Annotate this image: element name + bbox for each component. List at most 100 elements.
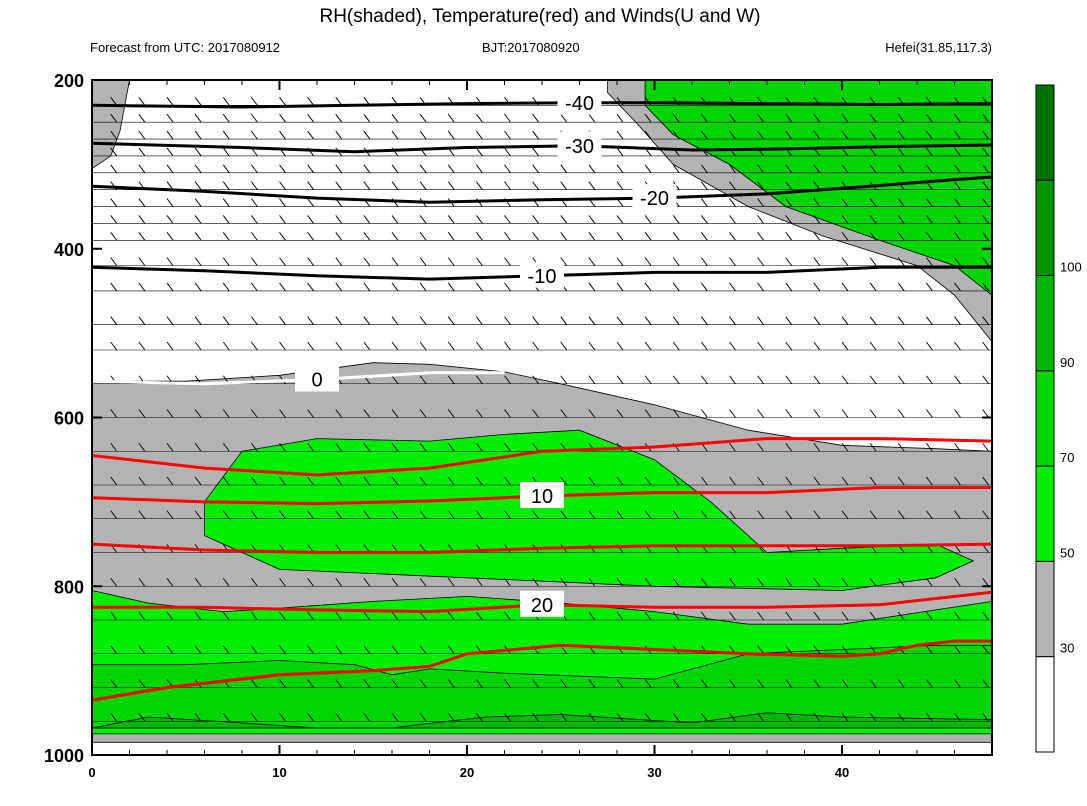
- wind-barb: [701, 282, 708, 292]
- wind-barb: [841, 409, 849, 418]
- wind-barb: [363, 215, 371, 224]
- wind-barb: [166, 257, 174, 266]
- wind-barb: [757, 679, 764, 688]
- wind-row-11: [92, 316, 992, 325]
- wind-barb: [138, 316, 146, 325]
- wind-row-19: [92, 577, 992, 587]
- wind-barb: [869, 712, 877, 722]
- wind-barb: [785, 198, 793, 207]
- wind-barb: [616, 679, 624, 688]
- wind-barb: [476, 510, 483, 520]
- wind-barb: [335, 611, 343, 621]
- wind-barb: [476, 130, 483, 140]
- wind-barb: [194, 164, 202, 174]
- wind-barb: [560, 341, 568, 351]
- wind-barb: [616, 282, 624, 292]
- wind-barb: [954, 198, 961, 207]
- wind-barb: [897, 130, 905, 140]
- wind-barb: [757, 257, 764, 266]
- wind-barb: [897, 282, 905, 292]
- wind-barb: [504, 375, 511, 385]
- wind-barb: [335, 130, 343, 140]
- wind-barb: [532, 215, 539, 224]
- wind-barb: [391, 113, 399, 123]
- wind-barb: [644, 476, 652, 486]
- wind-barb: [307, 164, 314, 174]
- wind-barb: [222, 147, 230, 157]
- wind-barb: [447, 611, 455, 621]
- wind-barb: [672, 130, 680, 140]
- wind-barb: [138, 257, 146, 266]
- wind-barb: [616, 164, 624, 174]
- wind-barb: [869, 341, 877, 351]
- wind-barb: [447, 257, 455, 266]
- wind-barb: [447, 316, 455, 325]
- wind-barb: [532, 147, 539, 157]
- wind-barb: [447, 215, 455, 224]
- wind-barb: [363, 282, 371, 292]
- wind-barb: [588, 113, 596, 123]
- wind-barb: [588, 282, 596, 292]
- wind-barb: [785, 316, 793, 325]
- wind-barb: [644, 113, 652, 123]
- wind-barb: [391, 476, 399, 486]
- wind-barb: [138, 147, 146, 157]
- wind-barb: [616, 232, 624, 241]
- wind-barb: [504, 476, 511, 486]
- wind-barb: [644, 577, 652, 587]
- wind-barb: [194, 147, 202, 157]
- wind-barb: [447, 409, 455, 418]
- wind-barb: [110, 97, 118, 106]
- wind-barb: [701, 577, 708, 587]
- wind-barb: [841, 147, 849, 157]
- wind-barb: [954, 510, 961, 520]
- wind-barb: [504, 282, 511, 292]
- wind-barb: [447, 679, 455, 688]
- wind-barb: [335, 645, 343, 655]
- wind-barb: [954, 232, 961, 241]
- wind-barb: [954, 712, 961, 722]
- wind-barb: [307, 510, 314, 520]
- wind-barb: [194, 645, 202, 655]
- wind-barb: [532, 375, 539, 385]
- wind-barb: [335, 181, 343, 190]
- wind-barb: [616, 130, 624, 140]
- wind-barb: [279, 577, 286, 587]
- wind-barb: [419, 409, 427, 418]
- wind-barb: [363, 257, 371, 266]
- wind-barb: [476, 611, 483, 621]
- wind-barb: [897, 476, 905, 486]
- wind-barb: [110, 232, 118, 241]
- wind-barb: [110, 164, 118, 174]
- wind-barb: [785, 712, 793, 722]
- wind-barb: [532, 712, 539, 722]
- wind-barb: [476, 442, 483, 452]
- wind-barb: [869, 282, 877, 292]
- wind-barb: [504, 679, 511, 688]
- wind-barb: [476, 712, 483, 722]
- wind-barb: [476, 341, 483, 351]
- wind-barb: [138, 198, 146, 207]
- wind-barb: [504, 577, 511, 587]
- wind-barb: [954, 181, 961, 190]
- wind-barb: [222, 611, 230, 621]
- wind-barb: [307, 679, 314, 688]
- wind-barb: [701, 316, 708, 325]
- wind-barb: [476, 232, 483, 241]
- forecast-label: Forecast from UTC: 2017080912: [90, 40, 280, 55]
- wind-barb: [588, 712, 596, 722]
- contour-label-text: 10: [531, 486, 553, 508]
- wind-barb: [307, 198, 314, 207]
- wind-barb: [251, 712, 258, 722]
- wind-barb: [926, 409, 933, 418]
- wind-barb: [729, 712, 736, 722]
- wind-barb: [447, 164, 455, 174]
- wind-barb: [222, 232, 230, 241]
- wind-barb: [532, 442, 539, 452]
- temperature-contour-7: [92, 542, 992, 554]
- wind-barb: [701, 198, 708, 207]
- wind-barb: [476, 257, 483, 266]
- wind-barb: [785, 113, 793, 123]
- wind-barb: [616, 257, 624, 266]
